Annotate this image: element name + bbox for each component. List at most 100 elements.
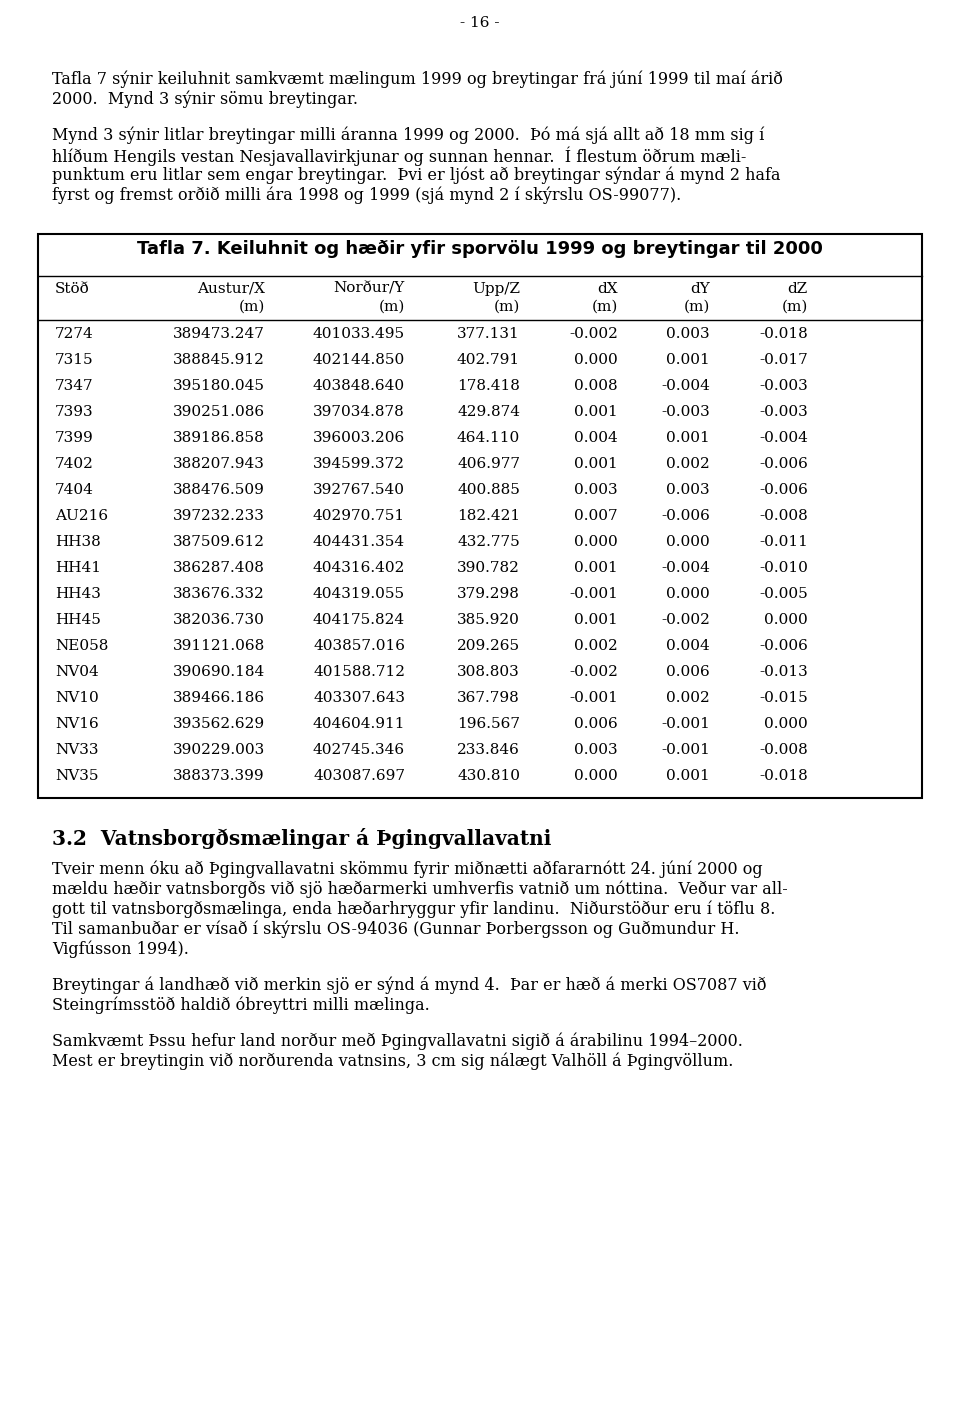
Text: dX: dX (597, 281, 618, 296)
Text: NV10: NV10 (55, 691, 99, 705)
Text: (m): (m) (781, 300, 808, 314)
Text: 388207.943: 388207.943 (173, 457, 265, 471)
Text: 387509.612: 387509.612 (173, 536, 265, 548)
Text: 7274: 7274 (55, 327, 94, 341)
Text: 390251.086: 390251.086 (173, 406, 265, 418)
Text: 396003.206: 396003.206 (313, 431, 405, 446)
Text: 0.002: 0.002 (666, 457, 710, 471)
Text: 0.003: 0.003 (574, 743, 618, 757)
Text: -0.015: -0.015 (759, 691, 808, 705)
Text: 402745.346: 402745.346 (313, 743, 405, 757)
Text: Tafla 7. Keiluhnit og hæðir yfir sporvölu 1999 og breytingar til 2000: Tafla 7. Keiluhnit og hæðir yfir sporvöl… (137, 240, 823, 258)
Text: (m): (m) (378, 300, 405, 314)
Text: 7347: 7347 (55, 378, 94, 393)
Text: dY: dY (690, 281, 710, 296)
Text: 0.000: 0.000 (574, 536, 618, 548)
Text: -0.006: -0.006 (759, 483, 808, 497)
Text: Norður/Y: Norður/Y (334, 281, 405, 296)
Text: 7402: 7402 (55, 457, 94, 471)
Text: 0.000: 0.000 (666, 536, 710, 548)
Text: 0.006: 0.006 (666, 665, 710, 678)
Text: 401588.712: 401588.712 (313, 665, 405, 678)
Text: 403087.697: 403087.697 (313, 770, 405, 783)
Text: 393562.629: 393562.629 (173, 717, 265, 731)
Text: 0.001: 0.001 (574, 613, 618, 627)
Text: 383676.332: 383676.332 (173, 587, 265, 601)
Text: 382036.730: 382036.730 (173, 613, 265, 627)
Text: 7399: 7399 (55, 431, 94, 446)
Bar (38, 234, 922, 798)
Text: 429.874: 429.874 (457, 406, 520, 418)
Text: HH38: HH38 (55, 536, 101, 548)
Text: -0.004: -0.004 (759, 431, 808, 446)
Text: 385.920: 385.920 (457, 613, 520, 627)
Text: - 16 -: - 16 - (460, 16, 500, 30)
Text: -0.008: -0.008 (759, 508, 808, 523)
Text: -0.003: -0.003 (661, 406, 710, 418)
Text: -0.004: -0.004 (661, 561, 710, 575)
Text: 367.798: 367.798 (457, 691, 520, 705)
Text: 406.977: 406.977 (457, 457, 520, 471)
Text: 404604.911: 404604.911 (313, 717, 405, 731)
Text: 430.810: 430.810 (457, 770, 520, 783)
Text: 0.004: 0.004 (666, 638, 710, 653)
Text: 403857.016: 403857.016 (313, 638, 405, 653)
Text: 7404: 7404 (55, 483, 94, 497)
Text: 7393: 7393 (55, 406, 94, 418)
Text: -0.002: -0.002 (569, 665, 618, 678)
Text: 464.110: 464.110 (457, 431, 520, 446)
Text: 0.001: 0.001 (574, 561, 618, 575)
Text: -0.018: -0.018 (759, 770, 808, 783)
Text: 0.000: 0.000 (574, 770, 618, 783)
Text: NV33: NV33 (55, 743, 99, 757)
Text: (m): (m) (239, 300, 265, 314)
Text: Mest er breytingin við norðurenda vatnsins, 3 cm sig nálægt Valhöll á Þgingvöllu: Mest er breytingin við norðurenda vatnsi… (52, 1052, 733, 1070)
Text: -0.001: -0.001 (661, 717, 710, 731)
Text: 397034.878: 397034.878 (313, 406, 405, 418)
Text: hlíðum Hengils vestan Nesjavallavirkjunar og sunnan hennar.  Í flestum öðrum mæl: hlíðum Hengils vestan Nesjavallavirkjuna… (52, 146, 746, 166)
Text: Steingrímsstöð haldið óbreyttri milli mælinga.: Steingrímsstöð haldið óbreyttri milli mæ… (52, 995, 430, 1014)
Text: Vigfússon 1994).: Vigfússon 1994). (52, 940, 189, 958)
Text: HH41: HH41 (55, 561, 101, 575)
Text: -0.006: -0.006 (661, 508, 710, 523)
Text: 386287.408: 386287.408 (173, 561, 265, 575)
Text: 196.567: 196.567 (457, 717, 520, 731)
Text: 397232.233: 397232.233 (173, 508, 265, 523)
Text: Samkvæmt Þssu hefur land norður með Þgingvallavatni sigið á árabilinu 1994–2000.: Samkvæmt Þssu hefur land norður með Þgin… (52, 1032, 743, 1050)
Text: 0.001: 0.001 (666, 431, 710, 446)
Text: 182.421: 182.421 (457, 508, 520, 523)
Text: (m): (m) (684, 300, 710, 314)
Text: 402144.850: 402144.850 (313, 353, 405, 367)
Text: Austur/X: Austur/X (197, 281, 265, 296)
Text: -0.002: -0.002 (661, 613, 710, 627)
Text: -0.004: -0.004 (661, 378, 710, 393)
Text: 388845.912: 388845.912 (173, 353, 265, 367)
Text: 0.003: 0.003 (666, 327, 710, 341)
Text: Tafla 7 sýnir keiluhnit samkvæmt mælingum 1999 og breytingar frá júní 1999 til m: Tafla 7 sýnir keiluhnit samkvæmt mælingu… (52, 70, 782, 87)
Text: 7315: 7315 (55, 353, 94, 367)
Text: 390690.184: 390690.184 (173, 665, 265, 678)
Text: 0.003: 0.003 (666, 483, 710, 497)
Text: -0.006: -0.006 (759, 457, 808, 471)
Text: -0.002: -0.002 (569, 327, 618, 341)
Text: NV16: NV16 (55, 717, 99, 731)
Text: 403307.643: 403307.643 (313, 691, 405, 705)
Text: HH45: HH45 (55, 613, 101, 627)
Text: -0.011: -0.011 (759, 536, 808, 548)
Text: 404316.402: 404316.402 (313, 561, 405, 575)
Text: -0.003: -0.003 (759, 406, 808, 418)
Text: NE058: NE058 (55, 638, 108, 653)
Text: NV04: NV04 (55, 665, 99, 678)
Text: fyrst og fremst orðið milli ára 1998 og 1999 (sjá mynd 2 í skýrslu OS-99077).: fyrst og fremst orðið milli ára 1998 og … (52, 186, 682, 204)
Text: 0.000: 0.000 (574, 353, 618, 367)
Text: punktum eru litlar sem engar breytingar.  Þvi er ljóst að breytingar sýndar á my: punktum eru litlar sem engar breytingar.… (52, 166, 780, 184)
Text: 0.000: 0.000 (764, 613, 808, 627)
Text: 401033.495: 401033.495 (313, 327, 405, 341)
Text: -0.006: -0.006 (759, 638, 808, 653)
Text: 0.007: 0.007 (574, 508, 618, 523)
Text: -0.003: -0.003 (759, 378, 808, 393)
Text: NV35: NV35 (55, 770, 99, 783)
Text: 392767.540: 392767.540 (313, 483, 405, 497)
Text: 0.000: 0.000 (764, 717, 808, 731)
Text: 402.791: 402.791 (457, 353, 520, 367)
